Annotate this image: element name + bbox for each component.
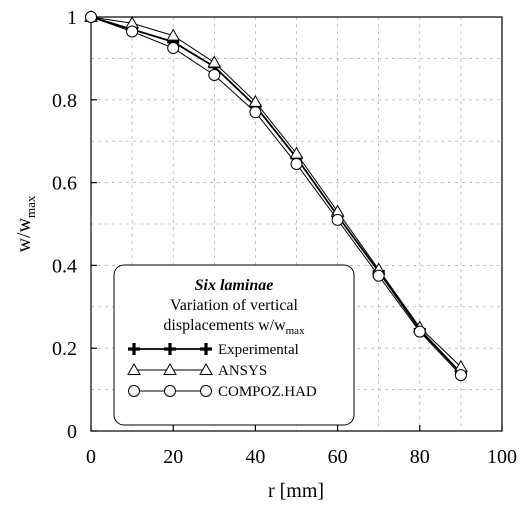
x-tick-label: 20 [163, 446, 183, 468]
axis-ticks: 0 20 40 60 80 100 0 0.2 0.4 0.6 0.8 1 [52, 7, 517, 468]
y-tick-label: 0.8 [52, 90, 77, 112]
x-tick-label: 0 [86, 446, 96, 468]
legend-marker [127, 362, 141, 375]
series-line [90, 16, 462, 376]
plot-frame [90, 16, 503, 432]
marker-plus-shape [200, 343, 212, 355]
y-tick-label: 1 [67, 7, 77, 29]
y-tick-label: 0.2 [52, 338, 77, 360]
data-point [208, 68, 221, 81]
x-tick-label: 40 [245, 446, 265, 468]
marker-plus-shape [128, 343, 140, 355]
legend-marker [200, 385, 212, 397]
data-point [166, 28, 181, 41]
legend-marker [164, 385, 176, 397]
marker-plus-shape [164, 343, 176, 355]
legend-label: ANSYS [218, 363, 267, 379]
legend-marker [128, 343, 140, 355]
x-tick-label: 100 [487, 446, 517, 468]
series-line [90, 16, 462, 368]
legend-subtitle-line1: Variation of vertical [170, 297, 299, 314]
series-circle [85, 11, 467, 382]
legend-subtitle-line2: displacements w/wmax [163, 317, 305, 337]
legend-entry: COMPOZ.HAD [128, 384, 317, 400]
x-tick-label: 60 [328, 446, 348, 468]
legend-marker [164, 343, 176, 355]
data-point [331, 213, 344, 226]
data-point [249, 106, 262, 119]
legend-label: COMPOZ.HAD [218, 384, 317, 400]
data-point [167, 42, 180, 55]
data-point [413, 325, 426, 338]
y-tick-label: 0 [67, 421, 77, 443]
legend-title: Six laminae [195, 277, 274, 294]
series-line [90, 16, 462, 374]
y-tick-label: 0.6 [52, 173, 77, 195]
data-point [372, 269, 385, 282]
legend-label: Experimental [218, 342, 299, 358]
legend-marker [199, 362, 213, 375]
legend-entry: ANSYS [127, 362, 267, 379]
data-point [85, 11, 97, 23]
legend-box [113, 264, 355, 426]
legend-items: Experimental ANSYS COMPOZ.HAD [127, 342, 317, 400]
data-point [126, 25, 139, 38]
data-point [454, 369, 467, 382]
data-point [290, 157, 303, 170]
legend-marker [163, 362, 177, 375]
y-tick-label: 0.4 [52, 255, 77, 277]
legend-marker [200, 343, 212, 355]
series-group [84, 9, 468, 382]
legend-marker [128, 385, 140, 397]
y-axis-label: w/wmax [13, 195, 38, 252]
x-tick-label: 80 [410, 446, 430, 468]
legend: Six laminae Variation of vertical displa… [113, 264, 355, 426]
legend-entry: Experimental [128, 342, 299, 358]
x-axis-label: r [mm] [268, 480, 324, 502]
data-point [207, 55, 222, 68]
